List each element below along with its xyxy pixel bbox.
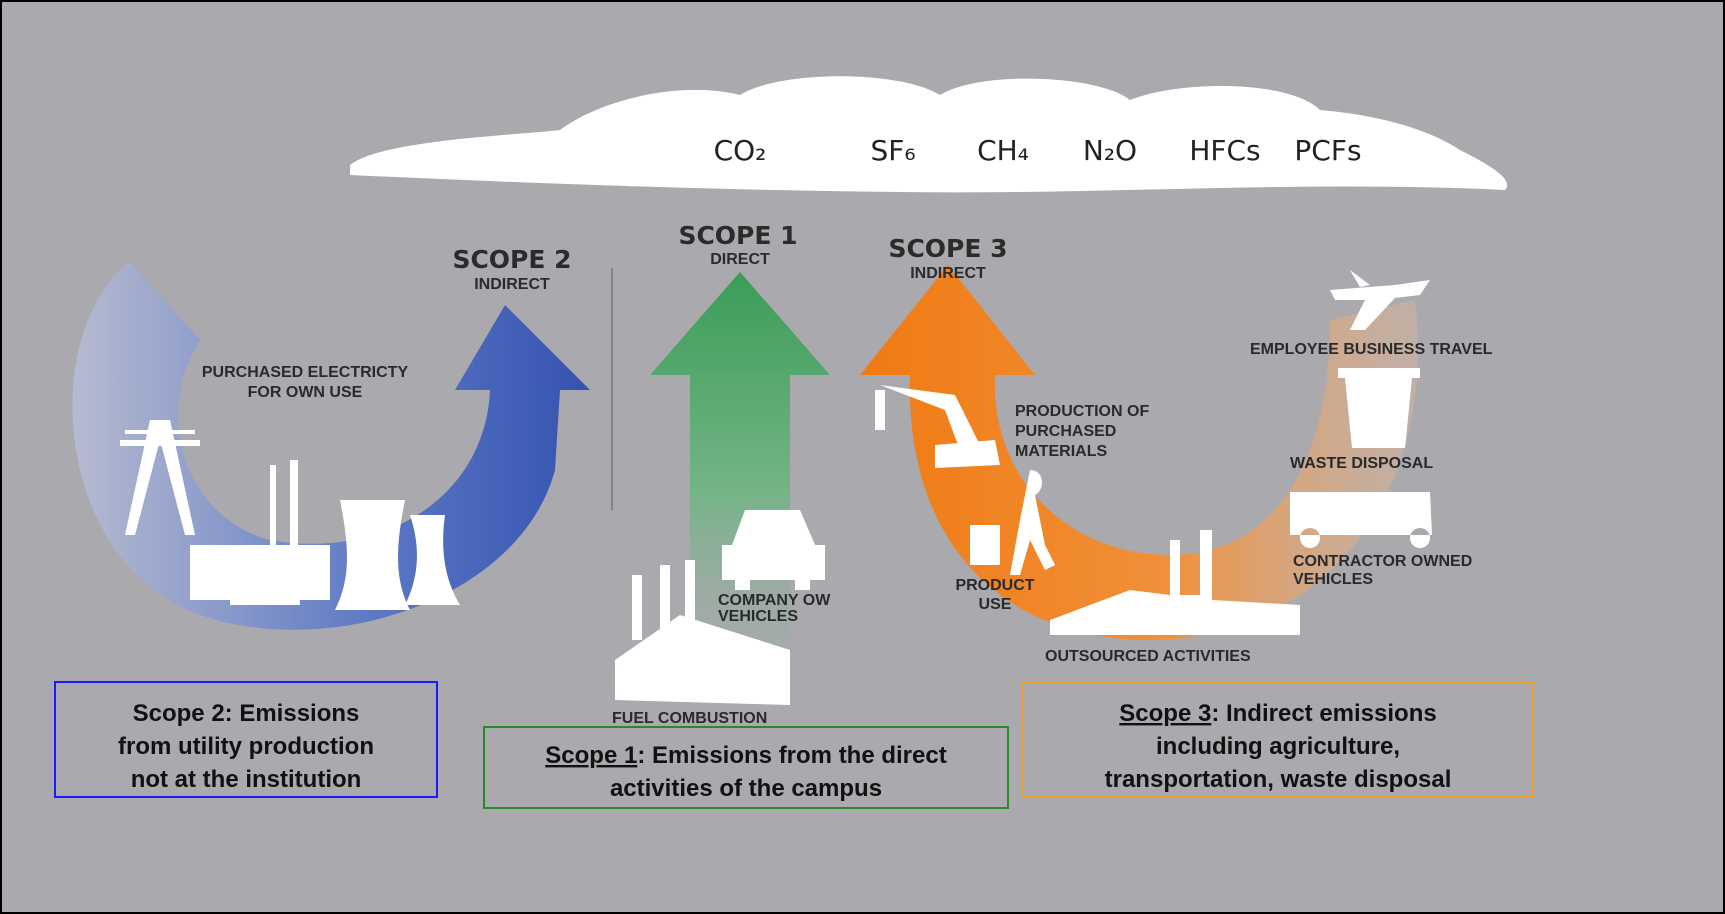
factory (615, 560, 790, 705)
labels: PURCHASED ELECTRICTY FOR OWN USE COMPANY… (202, 341, 1493, 727)
icons (120, 270, 1432, 705)
box-text: : Indirect emissions (1211, 700, 1436, 727)
label: CONTRACTOR OWNED (1293, 553, 1472, 570)
scope-title: SCOPE 1 (678, 221, 797, 250)
scope2-box: Scope 2: Emissions from utility producti… (54, 681, 438, 798)
scope2-arrow (72, 262, 590, 630)
bus (1290, 492, 1432, 548)
scope-title: SCOPE 3 (888, 234, 1007, 263)
box-frame (54, 681, 438, 798)
box-frame (1022, 681, 1534, 798)
box-text: from utility production (118, 733, 374, 760)
label: USE (979, 596, 1012, 613)
label: PRODUCT (955, 577, 1034, 594)
worker (970, 470, 1055, 575)
scope-subtitle: INDIRECT (474, 276, 550, 293)
gas: HFCs (1189, 134, 1260, 167)
outsourced-building (1050, 530, 1300, 635)
gas: PCFs (1294, 134, 1361, 167)
plant (190, 460, 330, 605)
box-text: transportation, waste disposal (1105, 766, 1452, 793)
box-text: including agriculture, (1156, 733, 1400, 760)
gas: CO₂ (714, 134, 767, 167)
trash-can (1338, 368, 1420, 448)
box-text: : Emissions from the direct (637, 742, 946, 769)
label: PURCHASED (1015, 423, 1116, 440)
gases: CO₂ SF₆ CH₄ N₂O HFCs PCFs (714, 134, 1362, 167)
label: WASTE DISPOSAL (1290, 455, 1433, 472)
scope-titles: SCOPE 2 INDIRECT SCOPE 1 DIRECT SCOPE 3 … (452, 221, 1007, 293)
scope-title: SCOPE 2 (452, 245, 571, 274)
box-frame (483, 726, 1009, 809)
box-text: not at the institution (131, 766, 362, 793)
label: FOR OWN USE (248, 384, 363, 401)
label: PRODUCTION OF (1015, 403, 1149, 420)
scope3-box: Scope 3: Indirect emissions including ag… (1022, 681, 1534, 798)
box-text: Scope 2: Emissions (133, 700, 360, 727)
box-lead: Scope 3 (1119, 700, 1211, 727)
cloud (350, 76, 1508, 193)
label: OUTSOURCED ACTIVITIES (1045, 648, 1251, 665)
label: COMPANY OW (718, 592, 831, 609)
gas: SF₆ (870, 134, 915, 167)
label: VEHICLES (1293, 571, 1373, 588)
label: VEHICLES (718, 608, 798, 625)
gas: CH₄ (977, 134, 1029, 167)
box-text: activities of the campus (610, 775, 882, 802)
label: FUEL COMBUSTION (612, 710, 767, 727)
box-text: Scope 3: Indirect emissions (1119, 700, 1436, 727)
label: MATERIALS (1015, 443, 1107, 460)
cooling-towers (335, 500, 460, 610)
gas: N₂O (1083, 134, 1137, 167)
label: PURCHASED ELECTRICTY (202, 364, 409, 381)
scope-subtitle: DIRECT (710, 251, 770, 268)
scope1-box: Scope 1: Emissions from the direct activ… (483, 726, 1009, 809)
label: EMPLOYEE BUSINESS TRAVEL (1250, 341, 1493, 358)
crane (875, 385, 1000, 468)
pylon (120, 420, 200, 535)
box-text: Scope 1: Emissions from the direct (545, 742, 946, 769)
car (722, 510, 825, 590)
scope-subtitle: INDIRECT (910, 265, 986, 282)
plane (1330, 270, 1430, 330)
box-lead: Scope 1 (545, 742, 637, 769)
